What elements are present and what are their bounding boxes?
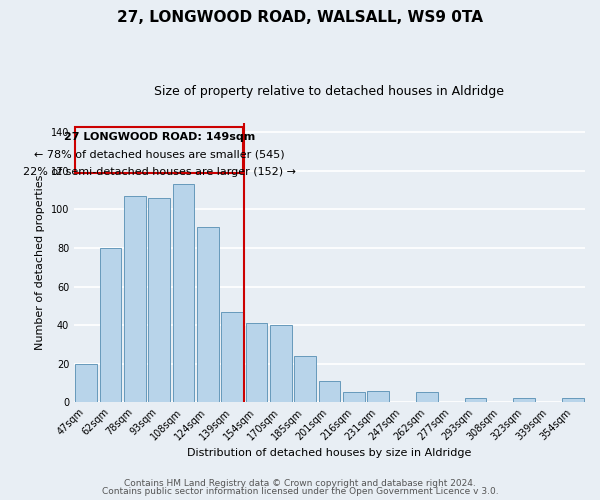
Bar — [464, 398, 487, 402]
Text: 27 LONGWOOD ROAD: 149sqm: 27 LONGWOOD ROAD: 149sqm — [64, 132, 255, 142]
Text: ← 78% of detached houses are smaller (545): ← 78% of detached houses are smaller (54… — [34, 150, 284, 160]
Bar — [75, 364, 97, 402]
Bar — [562, 398, 584, 402]
Bar — [148, 198, 170, 402]
Y-axis label: Number of detached properties: Number of detached properties — [35, 174, 45, 350]
Bar — [319, 381, 340, 402]
Text: Contains HM Land Registry data © Crown copyright and database right 2024.: Contains HM Land Registry data © Crown c… — [124, 478, 476, 488]
Bar — [197, 227, 219, 402]
Bar — [270, 325, 292, 402]
Bar — [513, 398, 535, 402]
Bar — [245, 323, 268, 402]
Bar — [343, 392, 365, 402]
Text: Contains public sector information licensed under the Open Government Licence v : Contains public sector information licen… — [101, 487, 499, 496]
Title: Size of property relative to detached houses in Aldridge: Size of property relative to detached ho… — [155, 85, 505, 98]
Bar — [416, 392, 438, 402]
Text: 27, LONGWOOD ROAD, WALSALL, WS9 0TA: 27, LONGWOOD ROAD, WALSALL, WS9 0TA — [117, 10, 483, 25]
Bar — [100, 248, 121, 402]
X-axis label: Distribution of detached houses by size in Aldridge: Distribution of detached houses by size … — [187, 448, 472, 458]
Bar — [294, 356, 316, 402]
Bar — [124, 196, 146, 402]
Bar — [221, 312, 243, 402]
FancyBboxPatch shape — [75, 126, 243, 173]
Bar — [173, 184, 194, 402]
Bar — [367, 390, 389, 402]
Text: 22% of semi-detached houses are larger (152) →: 22% of semi-detached houses are larger (… — [23, 167, 296, 177]
